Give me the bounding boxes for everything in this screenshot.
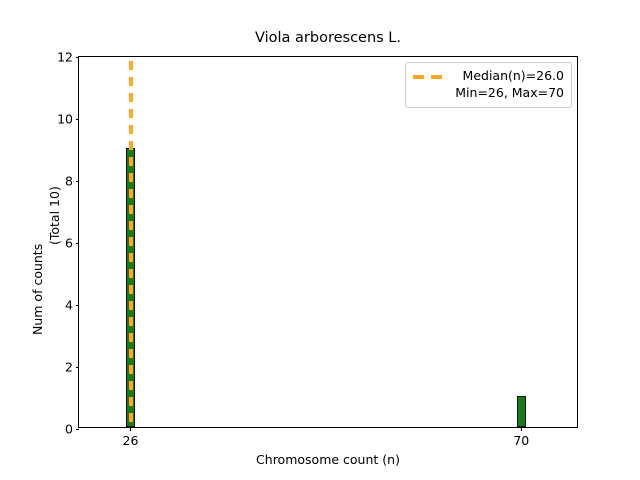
y-axis-tick-label: 0 (65, 421, 73, 437)
y-axis-tick-label: 10 (57, 111, 73, 127)
y-axis-tick-mark (75, 243, 79, 245)
x-axis-tick-mark (129, 427, 132, 431)
x-axis-label: Chromosome count (n) (256, 452, 400, 467)
y-axis-tick-mark (75, 367, 79, 369)
y-axis-label: Num of counts (30, 243, 45, 335)
y-axis-tick-mark (75, 57, 79, 59)
x-axis-tick-label: 70 (513, 433, 530, 448)
y-axis-tick-mark (75, 429, 79, 431)
orange-dashed-line-icon (413, 68, 448, 85)
y-axis-tick-label: 12 (57, 49, 73, 65)
y-axis-tick-label: 2 (65, 359, 73, 375)
y-axis-tick-label: 8 (65, 173, 73, 189)
legend: Median(n)=26.0 Min=26, Max=70 (405, 62, 572, 108)
y-axis-tick-mark (75, 181, 79, 183)
bar (516, 396, 526, 427)
y-axis-tick-label: 4 (65, 297, 73, 313)
page-title: Viola arborescens L. (255, 30, 401, 46)
x-axis-tick-mark (520, 427, 522, 431)
legend-entry-minmax: Min=26, Max=70 (455, 84, 564, 100)
y-axis-tick-label: 6 (65, 235, 73, 251)
legend-text: Median(n)=26.0 Min=26, Max=70 (455, 68, 564, 101)
plot-area: 0 2 4 6 8 10 12 26 70 Median(n)=26.0 Min=26, Max… (57, 50, 578, 449)
y-axis-label-total: (Total 10) (47, 186, 62, 245)
y-axis-tick-mark (75, 305, 79, 307)
y-axis-tick-mark (75, 119, 79, 121)
median-line (128, 61, 133, 427)
legend-entry-median: Median(n)=26.0 (462, 68, 564, 83)
plot-inner: 0 2 4 6 8 10 12 26 70 (57, 50, 577, 449)
x-axis-tick-label: 26 (122, 433, 139, 448)
